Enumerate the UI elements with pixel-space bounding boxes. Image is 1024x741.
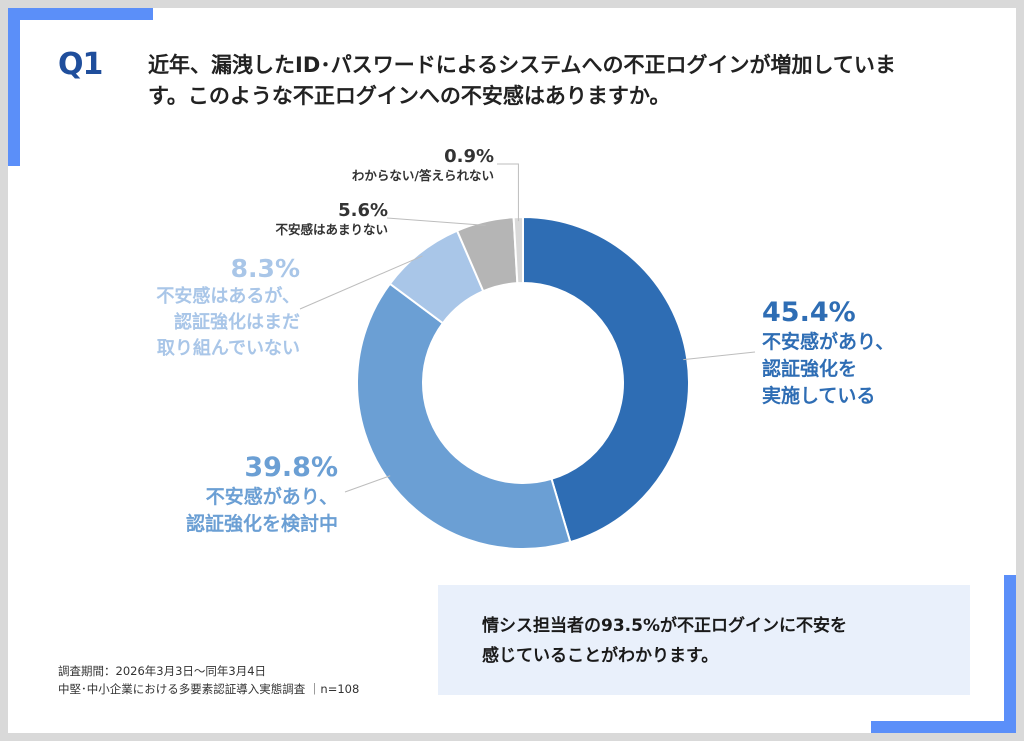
label-little-anxiety-text: 不安感はあまりない bbox=[275, 222, 388, 237]
slice-considering bbox=[356, 282, 572, 550]
survey-period: 調査期間：2026年3月3日〜同年3月4日 bbox=[58, 664, 267, 678]
label-unknown-text: わからない/答えられない bbox=[351, 168, 494, 183]
label-unknown-value: 0.9% bbox=[444, 146, 494, 167]
leader-unknown bbox=[497, 163, 519, 222]
corner-accent-top-left-vertical bbox=[8, 8, 20, 166]
label-implementing-value: 45.4% bbox=[762, 297, 856, 328]
question-number: Q1 bbox=[58, 47, 103, 82]
corner-accent-top-left bbox=[8, 8, 153, 20]
label-implementing: 45.4% 不安感があり、 認証強化を 実施している bbox=[762, 297, 894, 410]
leader-considering bbox=[344, 475, 391, 493]
label-not-yet-value: 8.3% bbox=[230, 254, 300, 283]
slice-implementing bbox=[522, 215, 690, 544]
slice-unknown bbox=[512, 215, 524, 285]
label-unknown: 0.9% わからない/答えられない bbox=[352, 146, 494, 184]
leader-implementing bbox=[683, 351, 756, 361]
leader-not-yet bbox=[299, 255, 423, 310]
label-considering: 39.8% 不安感があり、 認証強化を検討中 bbox=[186, 452, 338, 538]
leader-little-anxiety bbox=[386, 217, 486, 226]
label-not-yet-text: 不安感はあるが、 認証強化はまだ 取り組んでいない bbox=[156, 286, 300, 359]
corner-accent-bottom-right bbox=[871, 721, 1016, 733]
label-little-anxiety-value: 5.6% bbox=[338, 200, 388, 221]
summary-text: 情シス担当者の93.5%が不正ログインに不安を 感じていることがわかります。 bbox=[482, 616, 847, 666]
label-not-yet: 8.3% 不安感はあるが、 認証強化はまだ 取り組んでいない bbox=[156, 254, 300, 362]
summary-callout: 情シス担当者の93.5%が不正ログインに不安を 感じていることがわかります。 bbox=[438, 585, 970, 695]
label-considering-text: 不安感があり、 認証強化を検討中 bbox=[185, 486, 338, 535]
label-little-anxiety: 5.6% 不安感はあまりない bbox=[275, 200, 388, 238]
label-considering-value: 39.8% bbox=[244, 452, 338, 483]
footnote: 調査期間：2026年3月3日〜同年3月4日 中堅･中小企業における多要素認証導入… bbox=[58, 662, 359, 698]
label-implementing-text: 不安感があり、 認証強化を 実施している bbox=[762, 331, 895, 407]
corner-accent-bottom-right-vertical bbox=[1004, 575, 1016, 733]
question-text: 近年、漏洩したID･パスワードによるシステムへの不正ログインが増加しています。こ… bbox=[148, 53, 896, 108]
survey-name: 中堅･中小企業における多要素認証導入実態調査 ｜n=108 bbox=[58, 682, 360, 696]
